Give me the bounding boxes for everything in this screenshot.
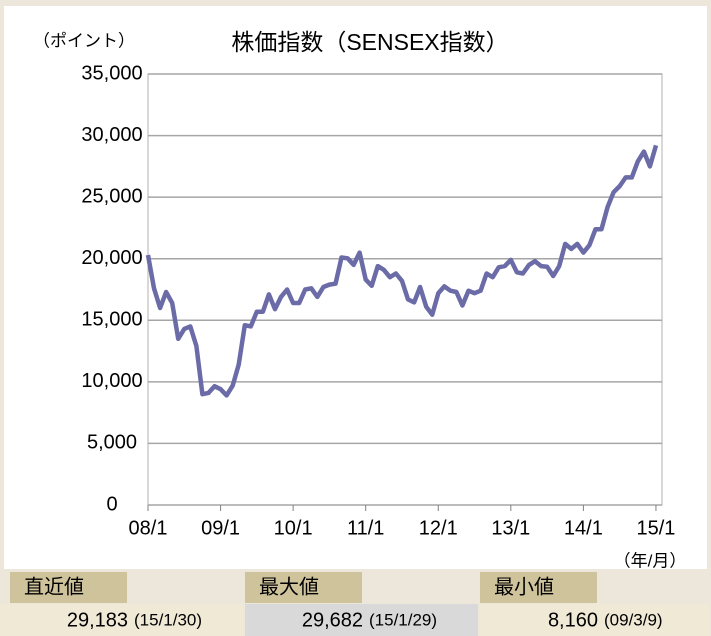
chart-title: 株価指数（SENSEX指数） (231, 29, 508, 55)
y-tick-label: 25,000 (81, 185, 142, 207)
summary-label: 最小値 (494, 575, 554, 598)
y-tick-label: 5,000 (87, 432, 137, 454)
y-tick-label: 35,000 (81, 62, 142, 84)
summary-date: (09/3/9) (604, 610, 663, 629)
summary-label: 直近値 (24, 575, 84, 598)
value-cell (245, 604, 478, 636)
label-cell (480, 572, 597, 603)
label-cell (10, 572, 127, 603)
label-cell (245, 572, 362, 603)
summary-value: 8,160 (548, 609, 598, 631)
y-tick-label: 10,000 (81, 370, 142, 392)
summary-label: 最大値 (259, 575, 319, 598)
x-tick-label: 15/1 (636, 517, 675, 539)
x-tick-label: 14/1 (564, 517, 603, 539)
y-tick-label: 20,000 (81, 247, 142, 269)
y-tick-label: 0 (106, 493, 117, 515)
data-line (145, 144, 659, 398)
summary-value: 29,682 (302, 609, 363, 631)
x-tick-label: 09/1 (201, 517, 240, 539)
x-tick-label: 08/1 (129, 517, 168, 539)
x-tick-label: 10/1 (274, 517, 313, 539)
summary-value: 29,183 (67, 609, 128, 631)
x-tick-label: 12/1 (419, 517, 458, 539)
summary-date: (15/1/30) (134, 610, 202, 629)
x-tick-label: 11/1 (347, 517, 384, 539)
y-tick-label: 30,000 (81, 124, 142, 146)
summary-date: (15/1/29) (369, 610, 437, 629)
y-axis-label: （ポイント） (33, 31, 135, 50)
x-axis-label: （年/月） (614, 551, 687, 570)
x-tick-label: 13/1 (491, 517, 530, 539)
y-tick-label: 15,000 (81, 309, 142, 331)
value-cell (0, 604, 243, 636)
value-cell (480, 604, 709, 636)
